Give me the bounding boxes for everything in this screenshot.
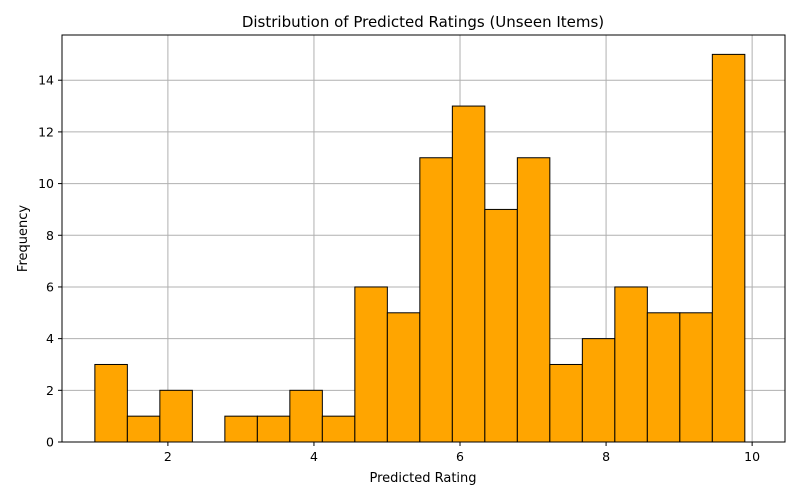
plot-frame [61, 34, 786, 443]
y-tick-label: 2 [46, 383, 54, 398]
histogram-bar [646, 312, 681, 443]
histogram-bar [451, 105, 486, 443]
x-tick-label: 8 [602, 449, 610, 464]
chart-title: Distribution of Predicted Ratings (Unsee… [242, 13, 604, 31]
y-tick-label: 6 [46, 279, 54, 294]
histogram-bar [256, 415, 291, 443]
histogram-bar [614, 286, 648, 443]
y-tick-label: 0 [46, 435, 54, 450]
x-tick-label: 4 [310, 449, 318, 464]
histogram-bar [581, 338, 616, 443]
x-tick-label: 2 [164, 449, 172, 464]
y-tick-label: 8 [46, 228, 54, 243]
histogram-bar [711, 53, 746, 443]
y-tick-label: 4 [46, 331, 54, 346]
histogram-bar [224, 415, 258, 443]
histogram-bar [484, 208, 518, 443]
histogram-bar [679, 312, 713, 443]
x-axis-label: Predicted Rating [369, 471, 476, 486]
histogram-bar [549, 363, 583, 443]
y-axis-ticks: 0 2 4 6 8 10 12 14 [38, 73, 62, 450]
histogram-bar [126, 415, 161, 443]
bars [94, 53, 746, 443]
histogram-bar [159, 389, 193, 443]
x-tick-label: 10 [744, 449, 760, 464]
histogram-bar [419, 157, 453, 443]
y-axis-label: Frequency [16, 205, 31, 272]
histogram-bar [516, 157, 551, 443]
x-tick-label: 6 [456, 449, 464, 464]
y-tick-label: 10 [38, 176, 54, 191]
histogram-bar [289, 389, 323, 443]
histogram-bar [321, 415, 356, 443]
y-tick-label: 12 [38, 124, 54, 139]
histogram-bar [94, 363, 128, 443]
y-tick-label: 14 [38, 73, 54, 88]
histogram-bar [386, 312, 421, 443]
x-axis-ticks: 2 4 6 8 10 [164, 442, 760, 464]
histogram-bar [354, 286, 388, 443]
